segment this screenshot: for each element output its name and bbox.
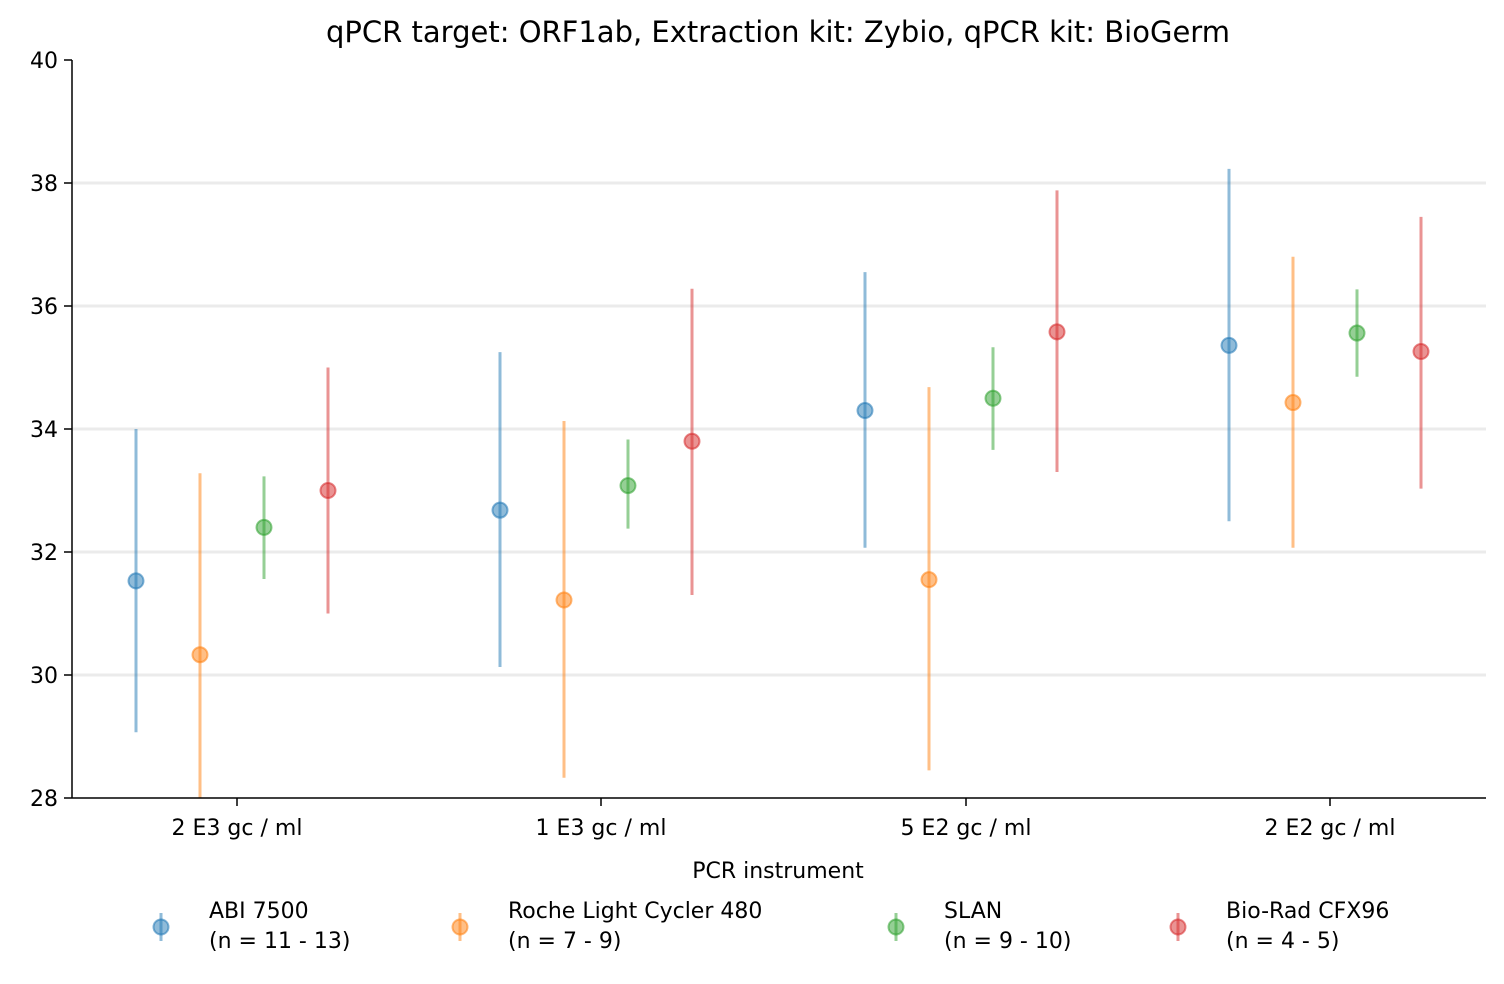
- x-tick-label-3: 2 E2 gc / ml: [1265, 816, 1396, 841]
- y-tick-label-32: 32: [30, 541, 58, 566]
- point-s3-c1: [683, 432, 701, 450]
- series-layer: [127, 168, 1430, 798]
- legend-marker-2: [887, 918, 905, 936]
- chart-title: qPCR target: ORF1ab, Extraction kit: Zyb…: [326, 15, 1230, 49]
- series-3: [319, 190, 1430, 614]
- series-0: [127, 168, 1238, 733]
- point-s0-c2: [856, 402, 874, 420]
- series-2: [255, 289, 1366, 580]
- legend-label-1: Roche Light Cycler 480: [508, 899, 762, 924]
- legend-item-2: SLAN (n = 9 - 10): [887, 899, 1071, 954]
- point-s1-c0: [191, 646, 209, 664]
- point-s2-c2: [984, 389, 1002, 407]
- legend-n-label-1: (n = 7 - 9): [508, 929, 621, 954]
- legend-marker-1: [451, 918, 469, 936]
- y-tick-label-34: 34: [30, 418, 58, 443]
- legend-item-0: ABI 7500 (n = 11 - 13): [152, 899, 350, 954]
- point-s3-c2: [1048, 323, 1066, 341]
- legend-marker-3: [1169, 918, 1187, 936]
- x-axis-label: PCR instrument: [692, 859, 864, 884]
- y-tick-label-40: 40: [30, 49, 58, 74]
- legend-label-0: ABI 7500: [209, 899, 309, 924]
- legend-item-1: Roche Light Cycler 480 (n = 7 - 9): [451, 899, 762, 954]
- grid-lines: [72, 181, 1486, 677]
- legend-n-label-2: (n = 9 - 10): [944, 929, 1071, 954]
- x-tick-label-2: 5 E2 gc / ml: [901, 816, 1032, 841]
- y-ticks: 28 30 32 34 36 38 40: [30, 49, 72, 812]
- y-tick-label-38: 38: [30, 172, 58, 197]
- legend-label-3: Bio-Rad CFX96: [1226, 899, 1389, 924]
- series-1: [191, 256, 1302, 798]
- point-s1-c3: [1284, 394, 1302, 412]
- y-tick-label-36: 36: [30, 295, 58, 320]
- legend-item-3: Bio-Rad CFX96 (n = 4 - 5): [1169, 899, 1389, 954]
- x-tick-label-0: 2 E3 gc / ml: [172, 816, 303, 841]
- legend-marker-0: [152, 918, 170, 936]
- point-s0-c0: [127, 572, 145, 590]
- point-s2-c1: [619, 477, 637, 495]
- point-s2-c3: [1348, 324, 1366, 342]
- point-s1-c1: [555, 591, 573, 609]
- y-tick-label-30: 30: [30, 664, 58, 689]
- point-s3-c3: [1412, 343, 1430, 361]
- x-tick-label-1: 1 E3 gc / ml: [536, 816, 667, 841]
- legend: ABI 7500 (n = 11 - 13) Roche Light Cycler …: [152, 899, 1389, 954]
- y-tick-label-28: 28: [30, 787, 58, 812]
- point-s0-c3: [1220, 336, 1238, 354]
- point-s2-c0: [255, 518, 273, 536]
- point-s1-c2: [920, 571, 938, 589]
- legend-n-label-3: (n = 4 - 5): [1226, 929, 1339, 954]
- x-ticks: 2 E3 gc / ml 1 E3 gc / ml 5 E2 gc / ml 2 E2…: [172, 798, 1396, 841]
- point-s0-c1: [491, 501, 509, 519]
- legend-label-2: SLAN: [944, 899, 1002, 924]
- point-s3-c0: [319, 482, 337, 499]
- legend-n-label-0: (n = 11 - 13): [209, 929, 350, 954]
